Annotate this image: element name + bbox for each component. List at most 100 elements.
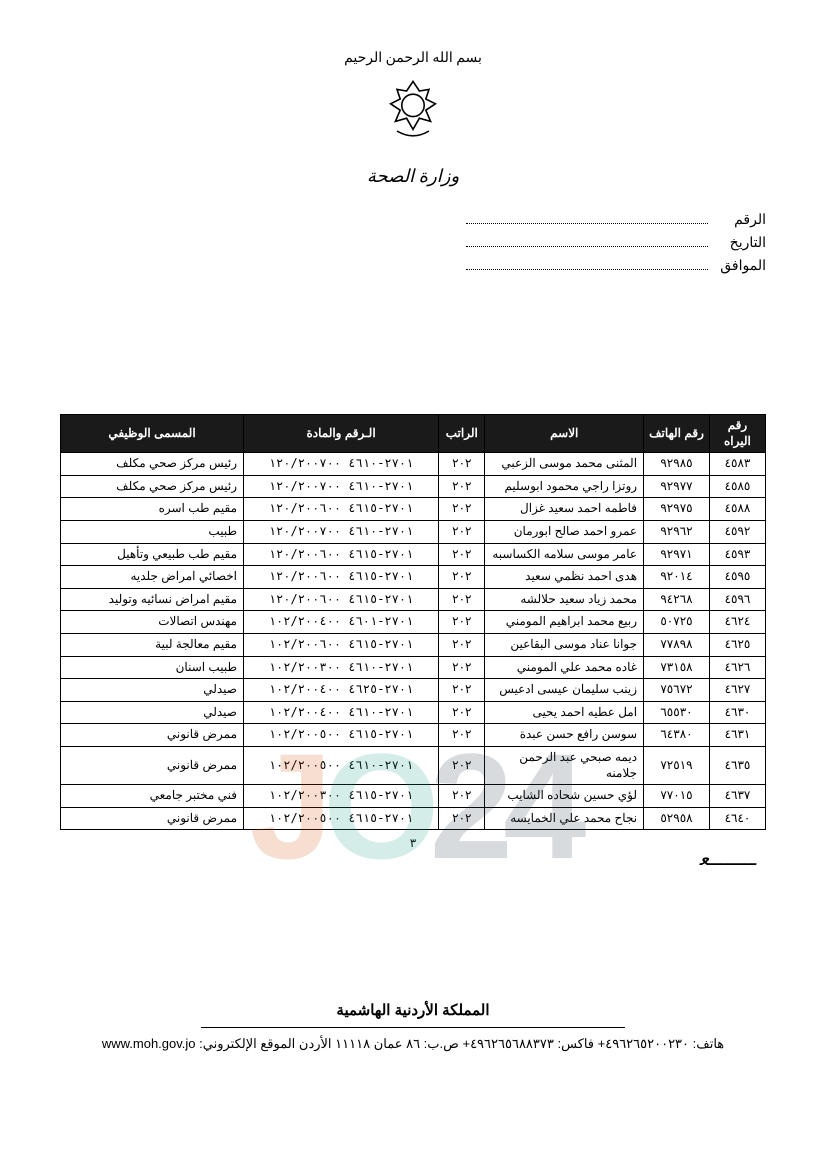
table-row: ٤٥٨٨٩٢٩٧٥فاطمه احمد سعيد غزال٢٠٢٢٧٠١-٤٦١… <box>61 498 766 521</box>
cell-codes: ٢٧٠١-٤٦١٠ ١٠٢/٢٠٠٣٠٠ <box>244 656 439 679</box>
meta-corresponding: الموافق <box>466 257 766 274</box>
cell-job: طبيب <box>61 520 244 543</box>
cell-seq: ٤٦٢٥ <box>709 633 765 656</box>
meta-block: الرقم التاريخ الموافق <box>466 211 766 274</box>
cell-codes: ٢٧٠١-٤٦١٥ ١٠٢/٢٠٠٥٠٠ <box>244 724 439 747</box>
cell-seq: ٤٦٣٧ <box>709 785 765 808</box>
footer-divider <box>201 1027 625 1028</box>
cell-salary: ٢٠٢ <box>439 724 485 747</box>
cell-id: ٩٢٩٨٥ <box>644 453 710 476</box>
cell-name: فاطمه احمد سعيد غزال <box>485 498 644 521</box>
cell-job: ممرض قانوني <box>61 724 244 747</box>
bismillah: بسم الله الرحمن الرحيم <box>60 50 766 67</box>
table-row: ٤٦٢٦٧٣١٥٨غاده محمد علي المومني٢٠٢٢٧٠١-٤٦… <box>61 656 766 679</box>
cell-codes: ٢٧٠١-٤٦١٥ ١٠٢/٢٠٠٣٠٠ <box>244 785 439 808</box>
cell-name: هدى احمد نظمي سعيد <box>485 566 644 589</box>
cell-name: عمرو احمد صالح ابورمان <box>485 520 644 543</box>
cell-seq: ٤٥٩٢ <box>709 520 765 543</box>
data-table: رقم اليراه رقم الهاتف الاسم الراتب الـرق… <box>60 414 766 830</box>
col-job: المسمى الوظيفي <box>61 415 244 453</box>
cell-id: ٧٢٥١٩ <box>644 746 710 784</box>
cell-job: ممرض قانوني <box>61 746 244 784</box>
meta-corresponding-line <box>466 258 708 270</box>
table-row: ٤٦٢٤٥٠٧٢٥ربيع محمد ابراهيم المومني٢٠٢٢٧٠… <box>61 611 766 634</box>
cell-id: ٩٢٩٧٥ <box>644 498 710 521</box>
cell-id: ٩٢٩٧١ <box>644 543 710 566</box>
signature-block: ــــــــﻌ <box>60 846 766 871</box>
cell-codes: ٢٧٠١-٤٦٠١ ١٠٢/٢٠٠٤٠٠ <box>244 611 439 634</box>
cell-salary: ٢٠٢ <box>439 498 485 521</box>
table-row: ٤٥٨٥٩٢٩٧٧روتزا راجي محمود ابوسليم٢٠٢٢٧٠١… <box>61 475 766 498</box>
cell-salary: ٢٠٢ <box>439 701 485 724</box>
meta-number-line <box>466 212 708 224</box>
cell-id: ٦٤٣٨٠ <box>644 724 710 747</box>
cell-job: مقيم طب اسره <box>61 498 244 521</box>
emblem-icon <box>373 75 453 155</box>
table-body: ٤٥٨٣٩٢٩٨٥المثنى محمد موسى الزعبي٢٠٢٢٧٠١-… <box>61 453 766 830</box>
cell-job: صيدلي <box>61 679 244 702</box>
cell-name: سوسن رافع حسن عبدة <box>485 724 644 747</box>
cell-id: ٥٠٧٢٥ <box>644 611 710 634</box>
cell-seq: ٤٥٩٥ <box>709 566 765 589</box>
table-row: ٤٥٩٥٩٢٠١٤هدى احمد نظمي سعيد٢٠٢٢٧٠١-٤٦١٥ … <box>61 566 766 589</box>
cell-name: غاده محمد علي المومني <box>485 656 644 679</box>
meta-number: الرقم <box>466 211 766 228</box>
table-row: ٤٥٩٢٩٢٩٦٢عمرو احمد صالح ابورمان٢٠٢٢٧٠١-٤… <box>61 520 766 543</box>
cell-name: روتزا راجي محمود ابوسليم <box>485 475 644 498</box>
col-id: رقم الهاتف <box>644 415 710 453</box>
cell-job: مقيم امراض نسائيه وتوليد <box>61 588 244 611</box>
cell-name: زينب سليمان عيسى ادعيس <box>485 679 644 702</box>
cell-salary: ٢٠٢ <box>439 453 485 476</box>
cell-salary: ٢٠٢ <box>439 785 485 808</box>
cell-seq: ٤٦٣٥ <box>709 746 765 784</box>
cell-salary: ٢٠٢ <box>439 746 485 784</box>
cell-id: ٩٢٩٦٢ <box>644 520 710 543</box>
table-row: ٤٥٩٦٩٤٢٦٨محمد زياد سعيد حلالشه٢٠٢٢٧٠١-٤٦… <box>61 588 766 611</box>
cell-salary: ٢٠٢ <box>439 520 485 543</box>
cell-codes: ٢٧٠١-٤٦١٠ ١٠٢/٢٠٠٥٠٠ <box>244 746 439 784</box>
cell-seq: ٤٥٩٦ <box>709 588 765 611</box>
cell-salary: ٢٠٢ <box>439 807 485 830</box>
cell-seq: ٤٥٨٨ <box>709 498 765 521</box>
col-salary: الراتب <box>439 415 485 453</box>
cell-seq: ٤٥٩٣ <box>709 543 765 566</box>
cell-codes: ٢٧٠١-٤٦١٠ ١٠٢/٢٠٠٤٠٠ <box>244 701 439 724</box>
signature-icon: ــــــــﻌ <box>699 848 756 870</box>
cell-seq: ٤٦٢٦ <box>709 656 765 679</box>
cell-salary: ٢٠٢ <box>439 611 485 634</box>
cell-name: امل عطيه احمد يحيى <box>485 701 644 724</box>
cell-codes: ٢٧٠١-٤٦١٥ ١٢٠/٢٠٠٦٠٠ <box>244 543 439 566</box>
cell-name: ديمه صبحي عبد الرحمن جلامنه <box>485 746 644 784</box>
cell-name: المثنى محمد موسى الزعبي <box>485 453 644 476</box>
cell-salary: ٢٠٢ <box>439 588 485 611</box>
cell-codes: ٢٧٠١-٤٦١٥ ١٠٢/٢٠٠٦٠٠ <box>244 633 439 656</box>
cell-job: اخصائي امراض جلديه <box>61 566 244 589</box>
cell-seq: ٤٦٣١ <box>709 724 765 747</box>
cell-salary: ٢٠٢ <box>439 543 485 566</box>
cell-name: ربيع محمد ابراهيم المومني <box>485 611 644 634</box>
cell-id: ٧٧٨٩٨ <box>644 633 710 656</box>
cell-salary: ٢٠٢ <box>439 656 485 679</box>
table-container: رقم اليراه رقم الهاتف الاسم الراتب الـرق… <box>60 414 766 871</box>
footer-contact: هاتف: ٤٩٦٢٦٥٢٠٠٢٣٠+ فاكس: ٤٩٦٢٦٥٦٨٨٣٧٣+ … <box>60 1034 766 1055</box>
meta-date-label: التاريخ <box>716 234 766 251</box>
table-row: ٤٦٢٧٧٥٦٧٢زينب سليمان عيسى ادعيس٢٠٢٢٧٠١-٤… <box>61 679 766 702</box>
cell-codes: ٢٧٠١-٤٦١٥ ١٠٢/٢٠٠٥٠٠ <box>244 807 439 830</box>
cell-id: ٩٢٩٧٧ <box>644 475 710 498</box>
col-seq: رقم اليراه <box>709 415 765 453</box>
page: بسم الله الرحمن الرحيم وزارة الصحة الرقم… <box>0 0 826 1165</box>
cell-salary: ٢٠٢ <box>439 633 485 656</box>
cell-job: ممرض قانوني <box>61 807 244 830</box>
cell-name: نجاح محمد علي الخمايسه <box>485 807 644 830</box>
cell-codes: ٢٧٠١-٤٦١٠ ١٢٠/٢٠٠٧٠٠ <box>244 520 439 543</box>
cell-codes: ٢٧٠١-٤٦١٥ ١٢٠/٢٠٠٦٠٠ <box>244 566 439 589</box>
cell-seq: ٤٦٢٤ <box>709 611 765 634</box>
cell-seq: ٤٥٨٣ <box>709 453 765 476</box>
meta-number-label: الرقم <box>716 211 766 228</box>
cell-seq: ٤٥٨٥ <box>709 475 765 498</box>
cell-job: رئيس مركز صحي مكلف <box>61 475 244 498</box>
table-row: ٤٥٩٣٩٢٩٧١عامر موسى سلامه الكساسبه٢٠٢٢٧٠١… <box>61 543 766 566</box>
meta-date-line <box>466 235 708 247</box>
table-header-row: رقم اليراه رقم الهاتف الاسم الراتب الـرق… <box>61 415 766 453</box>
cell-job: مهندس اتصالات <box>61 611 244 634</box>
